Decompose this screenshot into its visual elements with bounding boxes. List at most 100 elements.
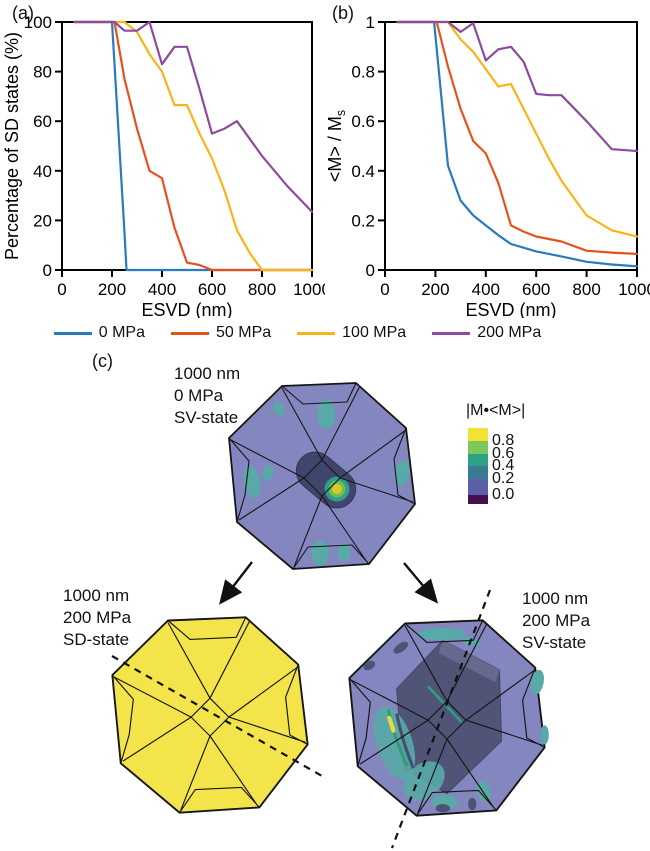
core-ring-center [332,484,342,494]
y-tick-label: 100 [24,13,52,32]
y-tick-label: 0.6 [351,112,375,131]
legend-line-sample [432,331,471,335]
series-200-mpa [396,20,639,153]
chart-panel-a: 0 200 400 600 800 1000 0 20 40 60 80 100 ESVD (nm) Pe… [2,13,325,318]
legend-line-sample [297,331,336,335]
panel-a-label: (a) [12,3,34,23]
panel-c: (c) 1000 nm 0 MPa SV-state |M•<M>| 0.8 0.… [0,345,650,851]
octahedron-edges [228,382,416,570]
caption-line: SD-state [63,630,130,649]
patch [262,465,274,481]
x-tick-label: 1000 [293,280,325,299]
legend-item-100-mpa: 100 MPa [297,324,406,342]
y-tick-label: 1 [366,13,375,32]
legend-line-sample [171,331,209,335]
colorbar-tick-label: 0.8 [492,432,515,449]
caption-line: 1000 nm [522,589,589,608]
sd-state-200mpa-rendering [111,616,309,814]
dark-fragment [363,660,376,671]
series-50-mpa [73,20,314,272]
colorbar-tick-label: 0.0 [492,486,515,503]
x-tick-label: 200 [421,280,449,299]
caption-line: 200 MPa [522,611,591,630]
x-tick-label: 600 [522,280,550,299]
x-tick-label: 200 [98,280,126,299]
caption-line: 1000 nm [174,364,241,383]
legend-label: 100 MPa [342,324,407,341]
caption-line: SV-state [174,408,239,427]
colorbar-title: |M•<M>| [466,402,526,419]
colorbar-band [468,428,488,441]
caption-line: SV-state [522,633,587,652]
legend: 0 MPa 50 MPa 100 MPa 200 MPa [0,324,650,342]
patch [311,541,329,565]
y-tick-label: 0.8 [351,63,375,82]
y-tick-label: 0 [366,261,375,280]
patch [273,402,285,416]
series-100-mpa [396,20,639,238]
x-tick-label: 800 [248,280,276,299]
y-tick-label: 60 [33,112,52,131]
x-tick-label: 0 [380,280,389,299]
caption-line: 0 MPa [174,386,224,405]
panel-b-label: (b) [332,3,354,23]
series-100-mpa [73,20,314,272]
legend-label: 200 MPa [477,324,542,341]
legend-item-200-mpa: 200 MPa [432,324,541,342]
y-tick-label: 80 [33,63,52,82]
caption-line: 200 MPa [63,608,132,627]
legend-item-0-mpa: 0 MPa [53,324,145,342]
caption-line: 1000 nm [63,586,130,605]
series-0-mpa [396,20,639,268]
octahedron-body [111,616,309,814]
panel-c-label: (c) [92,351,113,371]
colorbar-tick-label: 0.2 [492,470,515,487]
patch [317,399,335,429]
chart-panel-b: 0 200 400 600 800 1000 0 0.2 0.4 0.6 0.8 1 ESVD (nm)… [325,13,650,318]
series-0-mpa [73,20,314,272]
x-tick-label: 400 [148,280,176,299]
y-tick-label: 0.2 [351,211,375,230]
series-50-mpa [396,20,639,255]
y-tick-label: 20 [33,211,52,230]
y-tick-label: 0.4 [351,162,375,181]
x-tick-label: 0 [57,280,66,299]
y-axis-label: <M> / Ms [325,110,348,182]
patch [338,543,350,561]
y-tick-label: 40 [33,162,52,181]
x-tick-label: 400 [472,280,500,299]
plot-frame [61,21,313,271]
colorbar-tick-label: 0.4 [492,457,515,474]
patch [418,627,465,641]
legend-label: 0 MPa [98,324,145,341]
colorbar-band [468,479,488,495]
colorbar-band [468,466,488,479]
y-axis-label: Percentage of SD states (%) [2,32,22,260]
x-axis-label: ESVD (nm) [465,300,556,318]
colorbar-band [468,495,488,504]
dark-fragment [435,804,451,813]
top-model-caption: 1000 nm 0 MPa SV-state [174,363,240,429]
dark-fragment [468,797,477,811]
colorbar-band [468,454,488,466]
colorbar-band [468,441,488,454]
x-tick-label: 800 [572,280,600,299]
colorbar: |M•<M>| 0.8 0.6 0.4 0.2 0.0 [466,402,546,504]
x-tick-label: 600 [198,280,226,299]
patch [530,669,544,695]
legend-label: 50 MPa [216,324,272,341]
sv-state-200mpa-rendering [348,619,549,817]
patch [540,725,549,745]
bottom-right-model-caption: 1000 nm 200 MPa SV-state [522,588,590,654]
sv-state-0mpa-rendering [228,382,416,570]
series-200-mpa [73,20,314,213]
colorbar-tick-label: 0.6 [492,445,515,462]
y-tick-label: 0 [43,261,52,280]
legend-item-50-mpa: 50 MPa [171,324,271,342]
plot-frame [384,21,638,271]
patch [394,460,410,486]
x-tick-label: 1000 [618,280,650,299]
legend-line-sample [53,331,92,335]
bottom-left-model-caption: 1000 nm 200 MPa SD-state [63,585,131,651]
